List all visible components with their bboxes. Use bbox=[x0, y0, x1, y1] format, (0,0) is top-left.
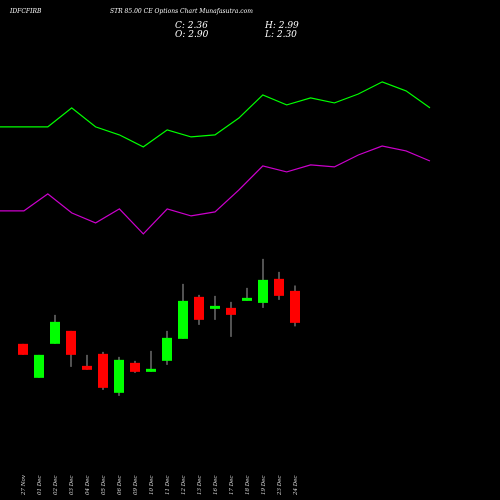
candle-body bbox=[226, 307, 236, 315]
candle-body bbox=[50, 321, 60, 344]
candle-body bbox=[18, 343, 28, 355]
candle-body bbox=[130, 362, 140, 372]
candle-body bbox=[274, 278, 284, 296]
x-tick-label: 01 Dec bbox=[37, 476, 43, 496]
candle-body bbox=[162, 337, 172, 361]
close-label: C: 2.36 bbox=[175, 21, 208, 31]
x-tick-label: 03 Dec bbox=[69, 476, 75, 496]
chart-title: STR 85.00 CE Options Chart Munafasutra.c… bbox=[110, 8, 253, 15]
candle-body bbox=[82, 365, 92, 370]
x-tick-label: 10 Dec bbox=[149, 476, 155, 496]
x-tick-label: 18 Dec bbox=[245, 476, 251, 496]
candle-body bbox=[194, 296, 204, 320]
x-tick-label: 19 Dec bbox=[261, 476, 267, 496]
low-label: L: 2.30 bbox=[264, 30, 297, 40]
x-tick-label: 09 Dec bbox=[133, 476, 139, 496]
x-tick-label: 13 Dec bbox=[197, 476, 203, 496]
x-tick-label: 02 Dec bbox=[53, 476, 59, 496]
candle-body bbox=[178, 300, 188, 339]
candle-body bbox=[66, 330, 76, 355]
x-tick-label: 23 Dec bbox=[277, 476, 283, 497]
high-label: H: 2.99 bbox=[264, 21, 299, 31]
x-tick-label: 11 Dec bbox=[165, 476, 171, 496]
candle-body bbox=[98, 353, 108, 388]
indicator-line bbox=[0, 145, 431, 235]
x-tick-label: 27 Nov bbox=[21, 474, 27, 496]
candle-body bbox=[210, 305, 220, 309]
candle-body bbox=[290, 290, 300, 323]
x-tick-label: 04 Dec bbox=[85, 476, 91, 496]
candle-body bbox=[242, 297, 252, 301]
symbol: IDFCFIRB bbox=[9, 8, 42, 15]
candle-body bbox=[258, 279, 268, 303]
x-tick-label: 16 Dec bbox=[213, 476, 219, 496]
open-label: O: 2.90 bbox=[175, 30, 209, 40]
x-tick-label: 24 Dec bbox=[293, 476, 299, 497]
x-tick-label: 12 Dec bbox=[181, 476, 187, 496]
candle-body bbox=[146, 368, 156, 372]
candle-body bbox=[34, 354, 44, 378]
indicator-line bbox=[0, 81, 431, 148]
x-tick-label: 06 Dec bbox=[117, 476, 123, 496]
x-tick-label: 05 Dec bbox=[101, 476, 107, 496]
candle-body bbox=[114, 359, 124, 393]
x-tick-label: 17 Dec bbox=[229, 476, 235, 496]
